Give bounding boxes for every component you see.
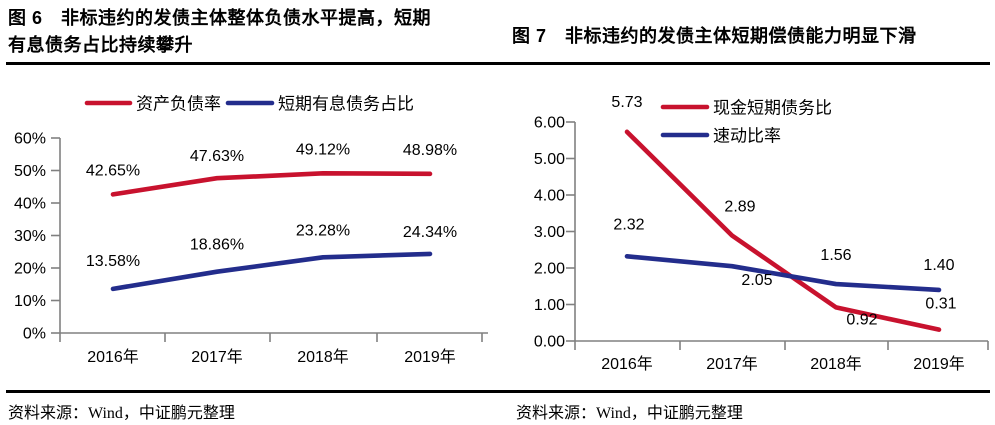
- data-label-series-1: 23.28%: [296, 222, 350, 239]
- data-label-series-0: 0.31: [925, 296, 956, 313]
- y-tick-label: 10%: [14, 293, 46, 310]
- figure-7-source-note: 资料来源：Wind，中证鹏元整理: [516, 405, 743, 422]
- figure-6-source-note: 资料来源：Wind，中证鹏元整理: [8, 405, 235, 422]
- legend-label-1: 速动比率: [713, 127, 781, 146]
- figure-6-title-line-1: 图 6 非标违约的发债主体整体负债水平提高，短期: [8, 8, 432, 28]
- y-tick-label: 6.00: [534, 115, 565, 132]
- legend-label-1: 短期有息债务占比: [278, 95, 414, 114]
- data-label-series-0: 48.98%: [403, 142, 457, 159]
- data-label-series-1: 2.32: [613, 216, 644, 233]
- data-label-series-0: 47.63%: [190, 148, 244, 165]
- figure-6-panel: 图 6 非标违约的发债主体整体负债水平提高，短期 有息债务占比持续攀升 0% 10…: [0, 0, 497, 425]
- figure-6-title-line-2: 有息债务占比持续攀升: [8, 35, 193, 55]
- y-tick-label: 20%: [14, 261, 46, 278]
- data-label-series-0: 42.65%: [86, 162, 140, 179]
- y-tick-label: 30%: [14, 228, 46, 245]
- x-tick-label: 2017年: [706, 355, 758, 373]
- figure-7-title: 图 7 非标违约的发债主体短期偿债能力明显下滑: [512, 23, 991, 50]
- x-tick-label: 2017年: [191, 348, 243, 366]
- x-tick-label: 2016年: [87, 348, 139, 366]
- legend-label-0: 资产负债率: [136, 95, 221, 114]
- figure-7-panel: 图 7 非标违约的发债主体短期偿债能力明显下滑 0.00 1.00 2.00 3.00…: [498, 0, 995, 425]
- x-tick-label: 2019年: [404, 348, 456, 366]
- y-tick-label: 4.00: [534, 188, 565, 205]
- top-divider: [6, 62, 990, 65]
- y-tick-label: 0.00: [534, 334, 565, 351]
- y-tick-label: 1.00: [534, 297, 565, 314]
- data-label-series-1: 18.86%: [190, 237, 244, 254]
- data-label-series-0: 0.92: [846, 311, 877, 328]
- y-tick-label: 3.00: [534, 224, 565, 241]
- y-tick-label: 2.00: [534, 261, 565, 278]
- figure-7-line-chart: 0.00 1.00 2.00 3.00 4.00 5.00 6.00 2016年 2017年 20…: [534, 94, 989, 373]
- series-line-1: [110, 251, 433, 292]
- x-tick-label: 2016年: [601, 355, 653, 373]
- data-label-series-1: 2.05: [741, 272, 772, 289]
- data-label-series-1: 13.58%: [86, 253, 140, 270]
- data-label-series-1: 24.34%: [403, 224, 457, 241]
- legend-label-0: 现金短期债务比: [713, 99, 832, 118]
- x-tick-label: 2018年: [810, 355, 862, 373]
- bottom-divider: [6, 390, 990, 393]
- figure-6-line-chart: 0% 10% 20% 30% 40% 50% 60% 2016年 2017年 2018年 2019年…: [14, 95, 488, 366]
- data-label-series-0: 5.73: [611, 94, 642, 111]
- y-tick-label: 0%: [23, 326, 46, 343]
- data-label-series-1: 1.40: [923, 257, 954, 274]
- series-line-0: [624, 129, 942, 332]
- data-label-series-1: 1.56: [820, 247, 851, 264]
- y-tick-label: 5.00: [534, 151, 565, 168]
- y-tick-label: 40%: [14, 196, 46, 213]
- series-line-0: [110, 171, 433, 197]
- figure-6-title: 图 6 非标违约的发债主体整体负债水平提高，短期 有息债务占比持续攀升: [8, 5, 493, 59]
- figure-7-title-line-1: 图 7 非标违约的发债主体短期偿债能力明显下滑: [512, 26, 917, 46]
- series-line-1: [624, 254, 942, 293]
- data-label-series-0: 49.12%: [296, 141, 350, 158]
- x-tick-label: 2018年: [297, 348, 349, 366]
- y-tick-label: 50%: [14, 163, 46, 180]
- data-label-series-0: 2.89: [724, 199, 755, 216]
- y-tick-label: 60%: [14, 131, 46, 148]
- x-tick-label: 2019年: [913, 355, 965, 373]
